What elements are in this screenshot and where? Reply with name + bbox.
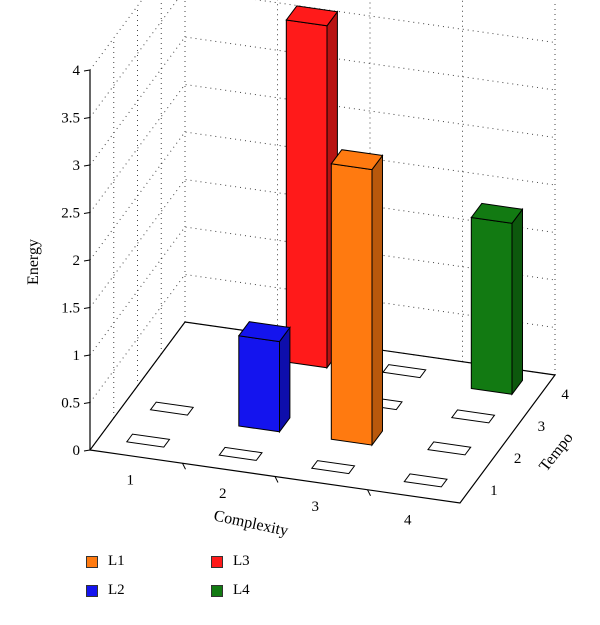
legend-label: L1: [108, 553, 125, 569]
bar-front-face: [470, 216, 513, 395]
empty-cell-marker: [403, 473, 448, 488]
y-tick-label: 3: [538, 419, 546, 435]
z-tick: [83, 307, 91, 309]
floor-outline: [88, 321, 557, 504]
legend-item-l2: L2: [86, 582, 125, 599]
legend-label: L3: [233, 553, 250, 569]
legend-swatch: [211, 555, 223, 568]
legend-label: L2: [108, 582, 125, 598]
empty-cell-marker: [450, 409, 496, 424]
bar-top-face: [237, 321, 291, 343]
x-tick-label: 2: [219, 486, 227, 502]
z-tick: [83, 402, 91, 404]
bar-top-face: [285, 5, 339, 27]
legend-item-l3: L3: [211, 553, 250, 570]
z-tick-label: 2.5: [61, 206, 80, 222]
empty-cell-marker: [427, 441, 472, 456]
bar-l4: [470, 202, 524, 396]
legend-item-l1: L1: [86, 553, 125, 570]
legend-swatch: [86, 584, 98, 597]
bar-top-face: [470, 202, 524, 224]
bar-top-face: [330, 149, 384, 171]
z-tick-label: 4: [73, 63, 81, 79]
empty-cell-marker: [149, 401, 195, 416]
z-tick-label: 3.5: [61, 111, 80, 127]
z-tick-label: 0.5: [61, 396, 80, 412]
y-tick-label: 2: [514, 451, 522, 467]
empty-cell-marker: [218, 446, 263, 461]
z-tick-label: 1: [73, 348, 81, 364]
bar-l2: [237, 321, 291, 434]
z-tick: [83, 117, 91, 119]
y-tick-label: 4: [561, 387, 569, 403]
y-tick-label: 1: [490, 483, 498, 499]
x-tick-label: 4: [404, 512, 412, 528]
x-tick-label: 3: [312, 499, 320, 515]
empty-cell-marker: [310, 460, 356, 475]
legend-swatch: [86, 555, 98, 568]
z-tick-label: 3: [73, 158, 81, 174]
legend-item-l4: L4: [211, 582, 250, 599]
legend-label: L4: [233, 582, 250, 598]
empty-cell-marker: [125, 433, 171, 448]
bar-front-face: [238, 335, 280, 433]
z-tick-label: 0: [73, 443, 81, 459]
z-tick: [83, 69, 91, 72]
x-tick: [367, 489, 371, 496]
legend: L1 L2 L3 L4: [86, 553, 346, 613]
bar-l3: [285, 5, 339, 370]
axes: [83, 69, 371, 496]
empty-cell-marker: [382, 364, 427, 379]
bar-front-face: [330, 163, 373, 446]
x-tick-label: 1: [127, 473, 135, 489]
x-axis-title: Complexity: [212, 507, 289, 539]
z-tick: [83, 449, 91, 452]
z-tick-label: 2: [73, 253, 81, 269]
legend-swatch: [211, 584, 223, 597]
y-axis-title: Tempo: [536, 430, 577, 475]
bar-front-face: [285, 19, 328, 369]
z-tick: [83, 164, 91, 167]
z-axis-title: Energy: [25, 239, 42, 285]
z-tick: [83, 354, 91, 357]
x-tick: [182, 463, 186, 470]
z-tick: [83, 212, 91, 214]
z-tick-label: 1.5: [61, 301, 80, 317]
bars: [237, 5, 524, 447]
floor: [88, 321, 557, 504]
bar-side-face: [511, 207, 523, 396]
bar-side-face: [279, 325, 291, 434]
z-tick: [83, 259, 91, 262]
x-tick: [274, 476, 279, 483]
bar-side-face: [371, 153, 383, 447]
bar-l1: [330, 149, 384, 447]
